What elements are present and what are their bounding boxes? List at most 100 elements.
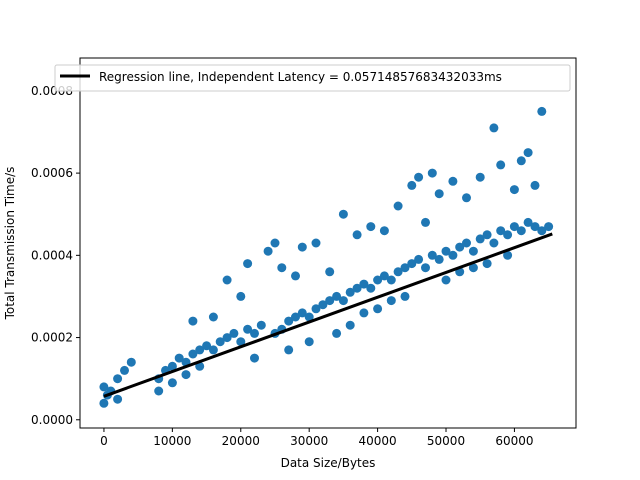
scatter-point [202,341,212,351]
scatter-point [427,168,437,178]
scatter-point [222,333,232,343]
scatter-point [421,217,430,227]
legend-box [54,64,571,92]
scatter-point [359,279,369,289]
scatter-point [311,238,321,248]
scatter-point [386,275,396,285]
scatter-point [126,357,136,367]
scatter-point [400,263,410,273]
y-tick-label: 0.0002 [31,331,73,345]
scatter-point [188,316,198,326]
regression-line [103,232,553,398]
scatter-point [352,230,362,240]
scatter-point [99,398,109,408]
scatter-point [509,222,519,232]
scatter-point [236,337,246,347]
scatter-point [297,242,307,252]
scatter-point [215,337,225,347]
scatter-point [332,328,342,338]
scatter-point [270,238,280,248]
legend: Regression line, Independent Latency = 0… [54,64,571,92]
scatter-point [427,250,437,260]
scatter-point [496,160,506,170]
scatter-point [407,259,417,269]
scatter-point [181,370,191,380]
scatter-point [421,263,430,273]
scatter-point [222,275,232,285]
scatter-point [455,242,465,252]
scatter-point [516,226,526,236]
scatter-point [523,148,533,158]
scatter-point [414,172,424,182]
x-tick-label: 50000 [427,434,465,448]
scatter-point [379,271,389,281]
scatter-point [113,394,123,404]
scatter-point [208,312,218,322]
x-tick-label: 30000 [290,434,328,448]
x-axis-ticks: 0 10000 20000 30000 40000 50000 60000 [100,428,534,448]
scatter-point [537,226,547,236]
x-tick-label: 0 [100,434,108,448]
scatter-point [441,246,451,256]
scatter-point [509,185,519,195]
scatter-point [530,222,540,232]
scatter-point [188,349,198,359]
regression-line-layer [103,232,553,398]
scatter-point [373,304,383,314]
scatter-point [359,308,369,318]
scatter-point [366,222,376,232]
scatter-point [99,382,109,392]
scatter-point [338,296,348,306]
y-tick-label: 0.0004 [31,248,73,262]
scatter-point [366,283,376,293]
scatter-point [250,328,259,338]
scatter-point [448,250,458,260]
plot-frame [79,57,577,429]
scatter-point [523,217,533,227]
scatter-point [379,226,389,236]
scatter-point [393,201,403,211]
scatter-point [544,222,554,232]
scatter-point [154,386,164,396]
scatter-point [448,176,458,186]
scatter-point [291,271,300,281]
legend-entry-regression: Regression line, Independent Latency = 0… [99,70,502,84]
scatter-point [407,180,417,190]
scatter-point [496,226,506,236]
scatter-point [236,291,246,301]
x-axis-label: Data Size/Bytes [281,456,376,470]
scatter-point [414,254,424,264]
scatter-point [311,304,321,314]
x-tick-label: 60000 [495,434,533,448]
scatter-point [243,259,253,269]
scatter-point [345,287,355,297]
scatter-point [332,291,342,301]
scatter-point [482,259,492,269]
scatter-point [284,316,294,326]
scatter-point [195,345,205,355]
y-axis-label: Total Transmission Time/s [3,167,17,321]
scatter-point [208,345,218,355]
x-tick-label: 40000 [359,434,397,448]
scatter-point [393,267,403,277]
scatter-point [229,328,239,338]
scatter-point [291,312,300,322]
scatter-point [462,238,471,248]
scatter-point [441,275,451,285]
scatter-point [318,300,328,310]
scatter-point [503,250,513,260]
scatter-point [338,209,348,219]
scatter-point [277,263,287,273]
scatter-point [434,254,444,264]
scatter-point [482,230,492,240]
scatter-point [167,378,177,388]
scatter-point [503,230,513,240]
scatter-point [167,361,177,371]
y-tick-label: 0.0000 [31,413,73,427]
scatter-point [174,353,184,363]
scatter-point [400,291,410,301]
scatter-point [120,365,129,375]
scatter-point [434,189,444,199]
